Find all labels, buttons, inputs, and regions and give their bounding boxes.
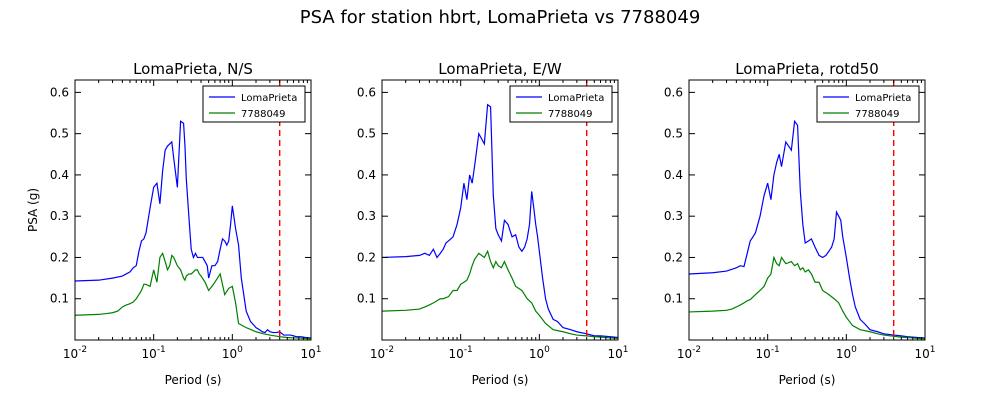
legend: LomaPrieta 7788049 <box>509 85 613 123</box>
y-tick-label: 0.4 <box>50 168 69 182</box>
x-tick-exponent: 1 <box>623 345 629 355</box>
axes-frame <box>381 79 619 341</box>
x-tick-exponent: -2 <box>385 345 394 355</box>
y-tick-label: 0.1 <box>357 292 376 306</box>
y-tick-label: 0.5 <box>50 127 69 141</box>
series-line-LomaPrieta <box>75 120 311 339</box>
x-tick-exponent: 0 <box>237 345 243 355</box>
legend-label-2: 7788049 <box>855 109 900 120</box>
legend-label-1: LomaPrieta <box>241 93 297 104</box>
y-tick-label: 0.2 <box>357 250 376 264</box>
y-tick-label: 0.4 <box>664 168 683 182</box>
panel-title: LomaPrieta, E/W <box>438 60 562 78</box>
panel-title: LomaPrieta, N/S <box>133 60 253 78</box>
axes-frame <box>74 79 312 341</box>
legend-box <box>202 85 306 123</box>
x-tick-label: 101 <box>914 345 935 361</box>
x-tick-label: 10-1 <box>449 345 473 361</box>
legend-label-2: 7788049 <box>241 109 286 120</box>
x-tick-label: 101 <box>607 345 628 361</box>
y-tick-label: 0.6 <box>664 85 683 99</box>
panel-1: LomaPrieta, N/S10-2 10-1 100 1010.10.20.30.… <box>26 60 322 387</box>
x-tick-base: 10 <box>300 347 315 361</box>
legend-label-1: LomaPrieta <box>855 93 911 104</box>
x-tick-exponent: 1 <box>316 345 322 355</box>
y-tick-label: 0.4 <box>357 168 376 182</box>
x-tick-base: 10 <box>142 347 157 361</box>
y-tick-label: 0.1 <box>664 292 683 306</box>
x-tick-exponent: 0 <box>544 345 550 355</box>
y-tick-label: 0.2 <box>664 250 683 264</box>
x-tick-label: 100 <box>529 345 550 361</box>
figure-title: PSA for station hbrt, LomaPrieta vs 7788… <box>300 7 701 28</box>
y-tick-label: 0.5 <box>664 127 683 141</box>
x-tick-base: 10 <box>677 347 692 361</box>
x-tick-base: 10 <box>449 347 464 361</box>
legend-box <box>509 85 613 123</box>
panels: LomaPrieta, N/S10-2 10-1 100 1010.10.20.30.… <box>26 60 936 387</box>
axes-frame <box>688 79 926 341</box>
y-tick-label: 0.2 <box>50 250 69 264</box>
x-tick-exponent: -2 <box>78 345 87 355</box>
legend: LomaPrieta 7788049 <box>816 85 920 123</box>
x-tick-base: 10 <box>63 347 78 361</box>
panel-2: LomaPrieta, E/W10-2 10-1 100 1010.10.20.30.… <box>357 60 629 387</box>
series-line-7788049 <box>689 255 925 340</box>
x-tick-base: 10 <box>836 347 851 361</box>
x-tick-exponent: 1 <box>930 345 936 355</box>
y-tick-label: 0.6 <box>357 85 376 99</box>
y-tick-label: 0.1 <box>50 292 69 306</box>
x-axis-label: Period (s) <box>472 373 529 387</box>
x-tick-base: 10 <box>370 347 385 361</box>
x-tick-label: 10-1 <box>756 345 780 361</box>
legend-label-1: LomaPrieta <box>548 93 604 104</box>
x-tick-base: 10 <box>607 347 622 361</box>
x-tick-base: 10 <box>529 347 544 361</box>
x-tick-label: 10-1 <box>142 345 166 361</box>
series-line-LomaPrieta <box>689 119 925 339</box>
series-line-LomaPrieta <box>382 103 618 339</box>
legend-label-2: 7788049 <box>548 109 593 120</box>
x-tick-base: 10 <box>756 347 771 361</box>
series-line-7788049 <box>75 251 311 340</box>
panel-title: LomaPrieta, rotd50 <box>735 60 879 78</box>
y-tick-label: 0.3 <box>664 209 683 223</box>
x-tick-label: 10-2 <box>63 345 87 361</box>
x-tick-label: 10-2 <box>677 345 701 361</box>
y-axis-label: PSA (g) <box>26 188 40 232</box>
y-tick-label: 0.3 <box>50 209 69 223</box>
x-tick-exponent: -2 <box>692 345 701 355</box>
y-tick-label: 0.5 <box>357 127 376 141</box>
x-tick-exponent: -1 <box>157 345 166 355</box>
x-tick-exponent: 0 <box>851 345 857 355</box>
x-tick-label: 100 <box>222 345 243 361</box>
x-tick-label: 100 <box>836 345 857 361</box>
x-tick-base: 10 <box>222 347 237 361</box>
y-tick-label: 0.3 <box>357 209 376 223</box>
x-tick-exponent: -1 <box>464 345 473 355</box>
y-tick-label: 0.6 <box>50 85 69 99</box>
x-tick-base: 10 <box>914 347 929 361</box>
x-tick-label: 10-2 <box>370 345 394 361</box>
x-axis-label: Period (s) <box>779 373 836 387</box>
x-tick-exponent: -1 <box>771 345 780 355</box>
legend-box <box>816 85 920 123</box>
series-line-7788049 <box>382 249 618 339</box>
x-axis-label: Period (s) <box>165 373 222 387</box>
x-tick-label: 101 <box>300 345 321 361</box>
legend: LomaPrieta 7788049 <box>202 85 306 123</box>
